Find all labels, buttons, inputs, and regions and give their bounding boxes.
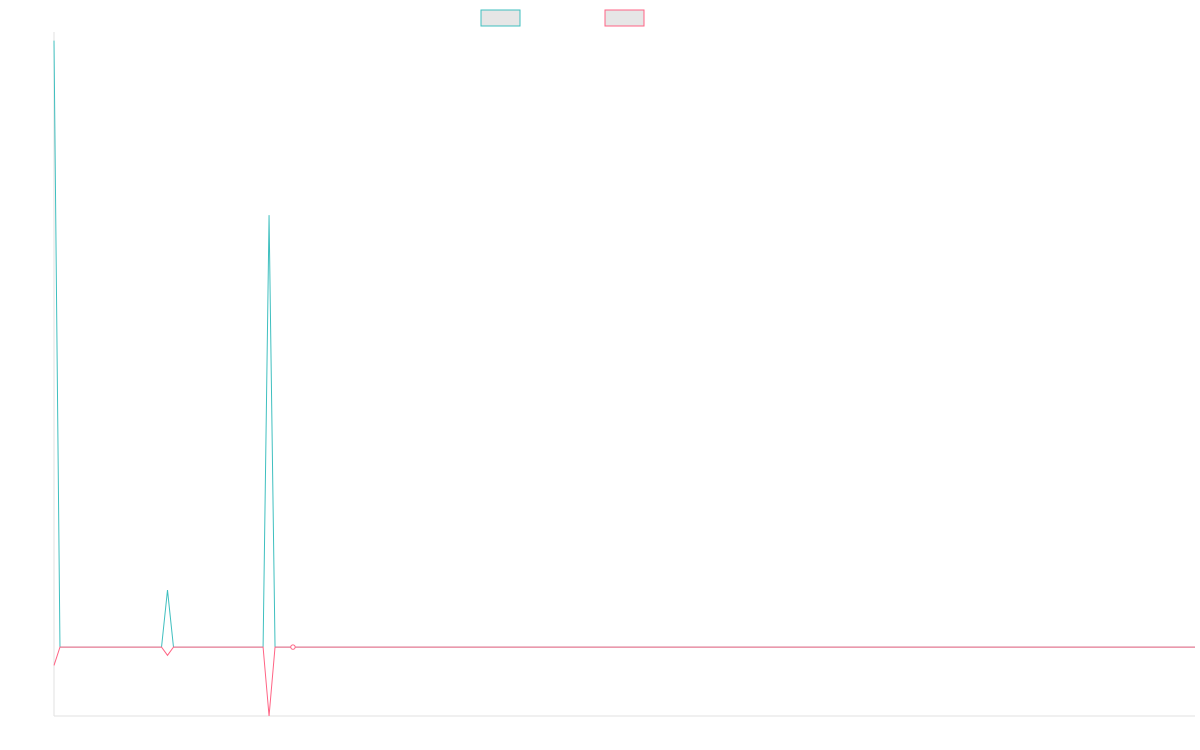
legend-swatch-1[interactable] bbox=[480, 9, 521, 27]
chart-axes bbox=[53, 32, 1195, 717]
series-line-2 bbox=[53, 646, 1195, 717]
series-line-1 bbox=[53, 40, 1195, 648]
chart-legend bbox=[480, 9, 645, 27]
data-point-marker[interactable] bbox=[290, 644, 296, 650]
legend-swatch-2[interactable] bbox=[604, 9, 645, 27]
chart-series bbox=[53, 40, 1195, 717]
